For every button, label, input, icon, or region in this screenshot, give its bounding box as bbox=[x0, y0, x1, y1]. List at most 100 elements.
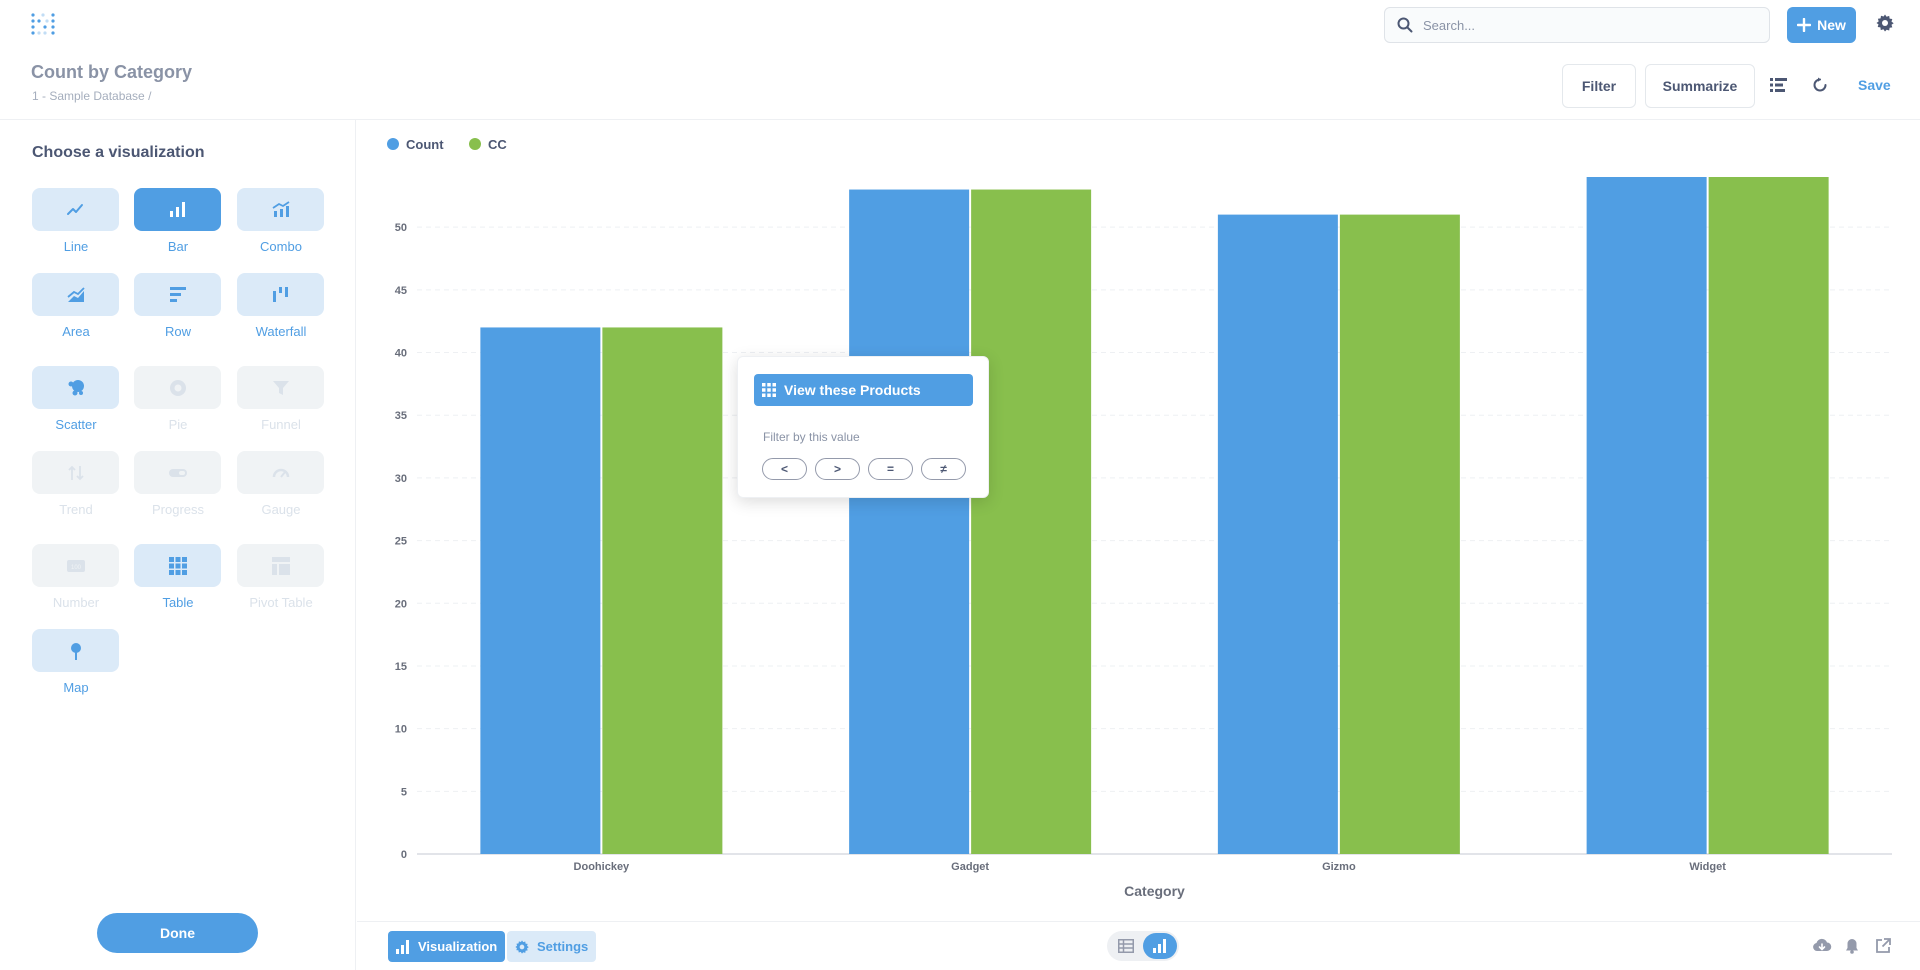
view-products-action[interactable]: View these Products bbox=[754, 374, 973, 406]
vis-option-label: Gauge bbox=[261, 502, 301, 517]
map-pin-icon bbox=[70, 642, 81, 660]
y-tick-label: 10 bbox=[395, 724, 407, 736]
bar-cc-doohickey bbox=[602, 327, 723, 854]
vis-option-combo[interactable]: Combo bbox=[237, 188, 325, 256]
search-icon bbox=[1397, 17, 1413, 33]
page-title[interactable]: Count by Category bbox=[31, 62, 193, 82]
vis-option-gauge: Gauge bbox=[237, 451, 325, 519]
vis-option-label: Pivot Table bbox=[249, 595, 313, 610]
funnel-icon bbox=[272, 380, 289, 395]
x-tick-label: Gadget bbox=[951, 861, 989, 873]
vis-option-tile[interactable] bbox=[237, 188, 324, 231]
vis-option-map[interactable]: Map bbox=[32, 629, 120, 697]
bar-cc-gadget bbox=[971, 189, 1092, 854]
bell-icon[interactable] bbox=[1844, 938, 1860, 954]
summarize-button[interactable]: Summarize bbox=[1645, 64, 1755, 108]
vis-option-label: Map bbox=[63, 680, 89, 695]
vis-option-pie: Pie bbox=[134, 366, 222, 434]
y-tick-label: 15 bbox=[395, 661, 407, 673]
save-button[interactable]: Save bbox=[1858, 77, 1891, 93]
vis-option-area[interactable]: Area bbox=[32, 273, 120, 341]
new-button[interactable]: New bbox=[1787, 7, 1856, 43]
combo-chart-icon bbox=[272, 200, 289, 217]
vis-option-label: Table bbox=[162, 595, 194, 610]
view-products-label: View these Products bbox=[784, 382, 921, 398]
settings-button[interactable]: Settings bbox=[507, 931, 597, 962]
vis-option-tile[interactable] bbox=[32, 188, 119, 231]
download-icon[interactable] bbox=[1812, 938, 1832, 954]
vis-option-tile[interactable] bbox=[134, 273, 221, 316]
vis-option-funnel: Funnel bbox=[237, 366, 325, 434]
search-bar[interactable] bbox=[1384, 7, 1770, 43]
filter-less-than-button[interactable]: < bbox=[762, 458, 807, 480]
legend-dot-cc bbox=[469, 138, 481, 150]
filter-equals-button[interactable]: = bbox=[868, 458, 913, 480]
y-tick-label: 25 bbox=[395, 536, 407, 548]
chart-view-toggle[interactable] bbox=[1143, 933, 1177, 959]
x-tick-label: Doohickey bbox=[574, 861, 631, 873]
vis-option-line[interactable]: Line bbox=[32, 188, 120, 256]
vis-option-tile bbox=[134, 366, 221, 409]
vis-option-tile[interactable] bbox=[134, 544, 221, 587]
vis-option-tile bbox=[237, 544, 324, 587]
filter-greater-than-button[interactable]: > bbox=[815, 458, 860, 480]
notebook-editor-icon[interactable] bbox=[1770, 77, 1787, 93]
search-input[interactable] bbox=[1423, 17, 1743, 33]
breadcrumb[interactable]: 1 - Sample Database / bbox=[32, 89, 152, 103]
vis-option-label: Combo bbox=[260, 239, 302, 254]
table-view-toggle[interactable] bbox=[1109, 933, 1143, 959]
gauge-icon bbox=[272, 468, 289, 478]
vis-option-label: Line bbox=[63, 239, 89, 254]
visualization-picker-sidebar: Choose a visualization Line Bar Combo Area R… bbox=[0, 120, 356, 970]
gear-icon[interactable] bbox=[1876, 14, 1894, 32]
refresh-icon[interactable] bbox=[1812, 77, 1828, 93]
vis-option-tile[interactable] bbox=[134, 188, 221, 231]
visualization-button-label: Visualization bbox=[418, 939, 498, 954]
vis-option-tile[interactable] bbox=[32, 273, 119, 316]
row-chart-icon bbox=[169, 286, 186, 302]
plus-icon bbox=[1797, 18, 1812, 32]
table-chart-toggle bbox=[1107, 931, 1179, 961]
vis-option-tile[interactable] bbox=[237, 273, 324, 316]
vis-option-label: Waterfall bbox=[255, 324, 307, 339]
y-tick-label: 5 bbox=[401, 786, 407, 798]
filter-button[interactable]: Filter bbox=[1562, 64, 1636, 108]
x-tick-label: Gizmo bbox=[1322, 861, 1356, 873]
filter-not-equals-button[interactable]: ≠ bbox=[921, 458, 966, 480]
vis-option-tile[interactable] bbox=[32, 366, 119, 409]
vis-option-row[interactable]: Row bbox=[134, 273, 222, 341]
y-tick-label: 20 bbox=[395, 598, 407, 610]
vis-option-scatter[interactable]: Scatter bbox=[32, 366, 120, 434]
bar-cc-gizmo bbox=[1339, 214, 1460, 855]
legend-dot-count bbox=[387, 138, 399, 150]
y-tick-label: 45 bbox=[395, 285, 407, 297]
new-button-label: New bbox=[1817, 17, 1846, 33]
vis-option-waterfall[interactable]: Waterfall bbox=[237, 273, 325, 341]
vis-option-tile[interactable] bbox=[32, 629, 119, 672]
vis-option-tile bbox=[237, 451, 324, 494]
sidebar-title: Choose a visualization bbox=[32, 144, 205, 161]
bar-cc-widget bbox=[1708, 177, 1829, 854]
metabase-logo-icon[interactable] bbox=[30, 12, 56, 38]
y-tick-label: 40 bbox=[395, 348, 407, 360]
vis-option-table[interactable]: Table bbox=[134, 544, 222, 612]
vis-option-tile bbox=[32, 451, 119, 494]
trend-icon bbox=[67, 465, 84, 480]
y-tick-label: 30 bbox=[395, 473, 407, 485]
pivot-table-icon bbox=[271, 556, 290, 575]
legend-label-cc: CC bbox=[488, 137, 507, 152]
svg-text:100: 100 bbox=[70, 565, 81, 571]
vis-option-trend: Trend bbox=[32, 451, 120, 519]
visualization-button[interactable]: Visualization bbox=[388, 931, 506, 962]
vis-option-label: Row bbox=[164, 324, 191, 339]
share-external-icon[interactable] bbox=[1875, 938, 1891, 954]
bar-count-widget bbox=[1586, 177, 1707, 854]
vis-option-label: Funnel bbox=[261, 417, 301, 432]
vis-option-label: Bar bbox=[167, 239, 189, 254]
vis-option-bar[interactable]: Bar bbox=[134, 188, 222, 256]
done-button[interactable]: Done bbox=[97, 913, 258, 953]
x-tick-label: Widget bbox=[1689, 861, 1726, 873]
grid-icon bbox=[762, 383, 776, 397]
settings-button-label: Settings bbox=[537, 939, 589, 954]
vis-option-number: 100 Number bbox=[32, 544, 120, 612]
